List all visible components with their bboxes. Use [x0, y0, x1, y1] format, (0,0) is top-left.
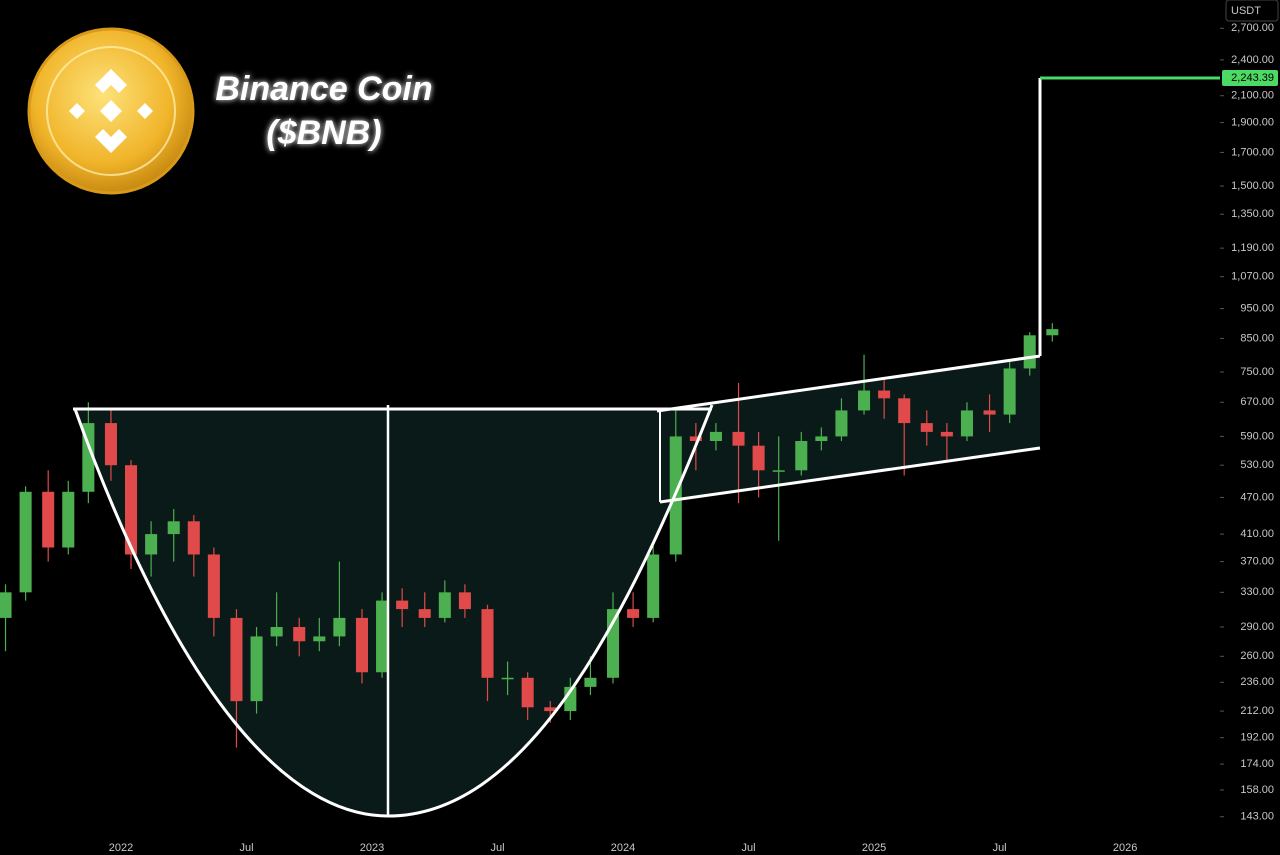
handle-bottom — [659, 446, 1041, 504]
logo — [27, 27, 195, 195]
candle-body — [1003, 368, 1016, 415]
y-tick-label: 1,070.00 — [1231, 271, 1274, 283]
y-tick-label: 2,100.00 — [1231, 90, 1274, 102]
candle-body — [878, 390, 891, 399]
candle-body — [458, 592, 471, 610]
y-tick-label: 1,190.00 — [1231, 242, 1274, 254]
candle-body — [898, 398, 911, 424]
candle-body — [167, 521, 180, 535]
currency-box — [1225, 0, 1279, 22]
y-tick-label: 410.00 — [1240, 528, 1274, 540]
y-tick-label: 2,400.00 — [1231, 54, 1274, 66]
candle-body — [187, 521, 200, 555]
x-tick-label: Jul — [239, 842, 253, 854]
candle-body — [940, 431, 953, 437]
y-tick-label: 1,700.00 — [1231, 146, 1274, 158]
candle-body — [920, 423, 933, 432]
x-tick-label: 2026 — [1113, 842, 1137, 854]
candle-body — [355, 617, 369, 673]
candle-body — [858, 390, 871, 411]
cup-curve — [73, 404, 714, 818]
x-tick-label: Jul — [491, 842, 505, 854]
candle-body — [521, 677, 534, 708]
y-tick-label: 750.00 — [1240, 366, 1274, 378]
candle-body — [835, 410, 848, 437]
y-tick-label: 2,700.00 — [1231, 22, 1274, 34]
y-tick-label: 143.00 — [1240, 811, 1274, 823]
candle-body — [438, 592, 451, 618]
candle-body — [647, 554, 660, 618]
candle-body — [752, 445, 765, 471]
candle-body — [1023, 335, 1036, 369]
candle-body — [62, 491, 75, 548]
candle-body — [544, 707, 557, 712]
x-tick-label: 2023 — [360, 842, 384, 854]
y-tick-label: 158.00 — [1240, 784, 1274, 796]
candle-body — [293, 627, 306, 642]
candle-body — [333, 617, 346, 637]
y-tick-label: 590.00 — [1240, 430, 1274, 442]
candle-body — [1046, 329, 1059, 336]
candle-body — [230, 617, 243, 702]
y-tick-label: 236.00 — [1240, 676, 1274, 688]
candle-body — [815, 436, 828, 441]
candle-body — [501, 677, 514, 680]
candles — [0, 323, 1059, 748]
candle-body — [960, 410, 973, 437]
candle-body — [584, 677, 597, 687]
chart-subtitle: ($BNB) — [266, 114, 381, 152]
y-tick-label: 850.00 — [1240, 332, 1274, 344]
candle-body — [104, 423, 117, 466]
bnb-mark — [69, 69, 153, 153]
currency: USDT — [1231, 5, 1261, 17]
y-tick-label: 670.00 — [1240, 396, 1274, 408]
y-tick-label: 174.00 — [1240, 758, 1274, 770]
candle-body — [250, 636, 263, 702]
candle-body — [795, 440, 808, 471]
candle-body — [19, 491, 32, 593]
candle-body — [125, 465, 138, 555]
target-label-box — [1222, 69, 1278, 86]
x-tick-label: Jul — [742, 842, 756, 854]
handle-top — [656, 354, 1041, 413]
candle-body — [772, 470, 785, 472]
candle-body — [313, 636, 326, 642]
candle-body — [418, 609, 431, 618]
chart-title: Binance Coin — [215, 70, 432, 108]
y-tick-label: 330.00 — [1240, 586, 1274, 598]
candle-body — [481, 609, 494, 678]
candle-body — [983, 410, 996, 415]
x-tick-label: 2025 — [862, 842, 886, 854]
candle-body — [0, 592, 12, 618]
x-tick-label: 2022 — [109, 842, 133, 854]
y-tick-label: 950.00 — [1240, 302, 1274, 314]
y-tick-label: 1,500.00 — [1231, 180, 1274, 192]
y-tick-label: 290.00 — [1240, 621, 1274, 633]
y-tick-label: 370.00 — [1240, 556, 1274, 568]
y-tick-label: 260.00 — [1240, 650, 1274, 662]
x-tick-label: 2024 — [611, 842, 635, 854]
y-tick-label: 470.00 — [1240, 491, 1274, 503]
y-tick-label: 1,900.00 — [1231, 116, 1274, 128]
candle-body — [376, 600, 389, 673]
y-tick-label: 530.00 — [1240, 459, 1274, 471]
candle-body — [145, 534, 158, 555]
candle-body — [627, 609, 640, 618]
candle-body — [270, 627, 283, 637]
candle-body — [207, 554, 220, 618]
candle-body — [732, 431, 745, 446]
candle-body — [689, 436, 702, 441]
candle-body — [396, 600, 409, 610]
candle-body — [709, 431, 722, 441]
candle-body — [42, 491, 55, 548]
target-label: 2,243.39 — [1231, 72, 1274, 84]
y-tick-label: 212.00 — [1240, 705, 1274, 717]
x-tick-label: Jul — [993, 842, 1007, 854]
y-tick-label: 1,350.00 — [1231, 208, 1274, 220]
pattern-lines — [73, 354, 1041, 818]
coin-ring — [46, 46, 176, 176]
y-tick-label: 192.00 — [1240, 732, 1274, 744]
